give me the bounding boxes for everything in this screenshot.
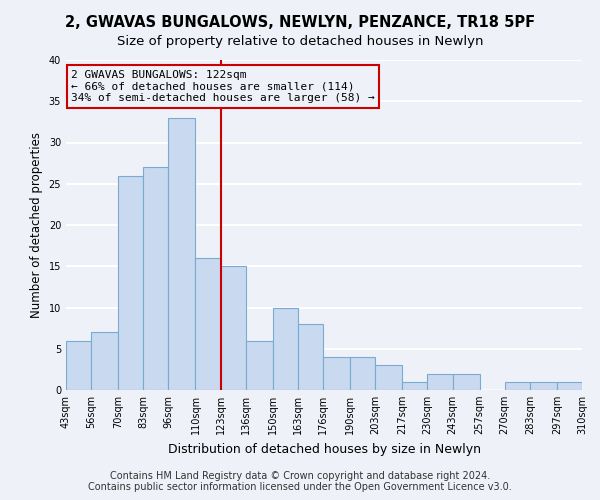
- Bar: [143, 167, 169, 390]
- X-axis label: Distribution of detached houses by size in Newlyn: Distribution of detached houses by size …: [167, 442, 481, 456]
- Y-axis label: Number of detached properties: Number of detached properties: [30, 132, 43, 318]
- Bar: [375, 365, 402, 390]
- Bar: [402, 382, 427, 390]
- Bar: [323, 357, 350, 390]
- Bar: [530, 382, 557, 390]
- Text: 2 GWAVAS BUNGALOWS: 122sqm
← 66% of detached houses are smaller (114)
34% of sem: 2 GWAVAS BUNGALOWS: 122sqm ← 66% of deta…: [71, 70, 375, 103]
- Text: Size of property relative to detached houses in Newlyn: Size of property relative to detached ho…: [117, 35, 483, 48]
- Text: 2, GWAVAS BUNGALOWS, NEWLYN, PENZANCE, TR18 5PF: 2, GWAVAS BUNGALOWS, NEWLYN, PENZANCE, T…: [65, 15, 535, 30]
- Bar: [505, 382, 530, 390]
- Bar: [91, 332, 118, 390]
- Bar: [350, 357, 375, 390]
- Bar: [169, 118, 196, 390]
- Text: Contains HM Land Registry data © Crown copyright and database right 2024.
Contai: Contains HM Land Registry data © Crown c…: [88, 471, 512, 492]
- Bar: [427, 374, 452, 390]
- Bar: [118, 176, 143, 390]
- Bar: [246, 340, 273, 390]
- Bar: [196, 258, 221, 390]
- Bar: [66, 340, 91, 390]
- Bar: [557, 382, 582, 390]
- Bar: [221, 266, 246, 390]
- Bar: [452, 374, 479, 390]
- Bar: [298, 324, 323, 390]
- Bar: [273, 308, 298, 390]
